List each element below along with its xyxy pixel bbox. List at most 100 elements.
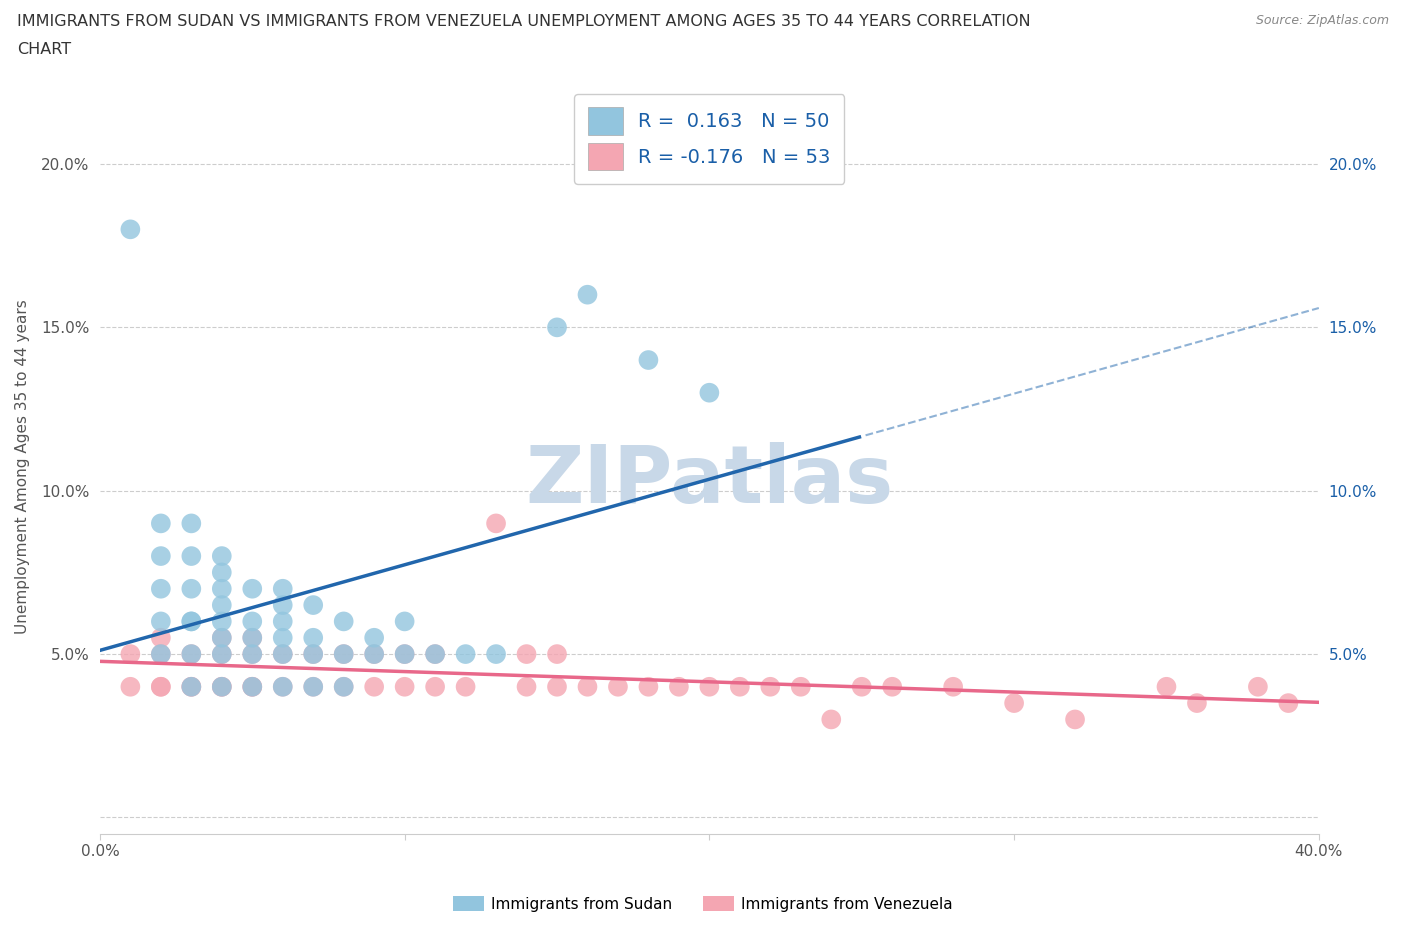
- Point: [302, 598, 325, 613]
- Point: [149, 679, 172, 694]
- Point: [211, 581, 233, 596]
- Point: [332, 646, 354, 661]
- Point: [180, 614, 202, 629]
- Point: [211, 679, 233, 694]
- Point: [240, 679, 263, 694]
- Point: [1156, 679, 1178, 694]
- Point: [759, 679, 782, 694]
- Point: [515, 646, 537, 661]
- Point: [302, 679, 325, 694]
- Point: [271, 646, 294, 661]
- Point: [728, 679, 751, 694]
- Point: [180, 646, 202, 661]
- Point: [699, 385, 721, 400]
- Point: [1064, 712, 1087, 727]
- Point: [240, 631, 263, 645]
- Point: [363, 646, 385, 661]
- Point: [394, 646, 416, 661]
- Point: [149, 646, 172, 661]
- Point: [942, 679, 965, 694]
- Point: [211, 631, 233, 645]
- Point: [120, 222, 142, 237]
- Point: [576, 287, 599, 302]
- Point: [302, 679, 325, 694]
- Point: [211, 646, 233, 661]
- Point: [820, 712, 842, 727]
- Point: [485, 516, 508, 531]
- Point: [149, 646, 172, 661]
- Point: [576, 679, 599, 694]
- Point: [211, 646, 233, 661]
- Point: [240, 646, 263, 661]
- Point: [423, 679, 446, 694]
- Point: [394, 679, 416, 694]
- Point: [149, 516, 172, 531]
- Point: [180, 581, 202, 596]
- Point: [1185, 696, 1208, 711]
- Point: [607, 679, 630, 694]
- Point: [546, 679, 568, 694]
- Point: [423, 646, 446, 661]
- Legend: R =  0.163   N = 50, R = -0.176   N = 53: R = 0.163 N = 50, R = -0.176 N = 53: [574, 94, 845, 184]
- Point: [699, 679, 721, 694]
- Text: CHART: CHART: [17, 42, 70, 57]
- Point: [790, 679, 813, 694]
- Point: [271, 631, 294, 645]
- Point: [211, 679, 233, 694]
- Point: [302, 646, 325, 661]
- Point: [363, 646, 385, 661]
- Point: [271, 581, 294, 596]
- Point: [302, 631, 325, 645]
- Point: [211, 679, 233, 694]
- Point: [211, 631, 233, 645]
- Point: [271, 679, 294, 694]
- Point: [211, 565, 233, 579]
- Point: [180, 679, 202, 694]
- Text: Source: ZipAtlas.com: Source: ZipAtlas.com: [1256, 14, 1389, 27]
- Point: [211, 614, 233, 629]
- Point: [332, 646, 354, 661]
- Point: [363, 679, 385, 694]
- Point: [332, 614, 354, 629]
- Point: [180, 549, 202, 564]
- Point: [668, 679, 690, 694]
- Point: [149, 581, 172, 596]
- Point: [515, 679, 537, 694]
- Point: [240, 614, 263, 629]
- Point: [120, 646, 142, 661]
- Point: [271, 679, 294, 694]
- Point: [240, 646, 263, 661]
- Point: [149, 679, 172, 694]
- Point: [363, 631, 385, 645]
- Point: [180, 614, 202, 629]
- Y-axis label: Unemployment Among Ages 35 to 44 years: Unemployment Among Ages 35 to 44 years: [15, 299, 30, 633]
- Point: [637, 352, 659, 367]
- Point: [120, 679, 142, 694]
- Text: IMMIGRANTS FROM SUDAN VS IMMIGRANTS FROM VENEZUELA UNEMPLOYMENT AMONG AGES 35 TO: IMMIGRANTS FROM SUDAN VS IMMIGRANTS FROM…: [17, 14, 1031, 29]
- Point: [454, 646, 477, 661]
- Point: [1277, 696, 1299, 711]
- Point: [332, 679, 354, 694]
- Point: [180, 516, 202, 531]
- Point: [423, 646, 446, 661]
- Point: [394, 646, 416, 661]
- Point: [302, 646, 325, 661]
- Point: [546, 320, 568, 335]
- Point: [485, 646, 508, 661]
- Point: [149, 549, 172, 564]
- Point: [271, 598, 294, 613]
- Point: [240, 631, 263, 645]
- Point: [180, 646, 202, 661]
- Point: [180, 679, 202, 694]
- Point: [149, 631, 172, 645]
- Point: [1247, 679, 1270, 694]
- Point: [211, 598, 233, 613]
- Point: [211, 549, 233, 564]
- Point: [271, 646, 294, 661]
- Point: [394, 614, 416, 629]
- Point: [637, 679, 659, 694]
- Point: [240, 679, 263, 694]
- Text: ZIPatlas: ZIPatlas: [526, 442, 893, 520]
- Point: [546, 646, 568, 661]
- Point: [240, 679, 263, 694]
